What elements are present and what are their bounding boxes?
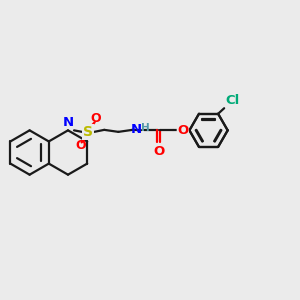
Text: H: H — [141, 123, 150, 133]
Text: O: O — [76, 140, 86, 152]
Text: O: O — [177, 124, 188, 137]
Text: O: O — [153, 145, 164, 158]
Text: O: O — [90, 112, 101, 125]
Text: S: S — [83, 125, 93, 140]
Text: N: N — [62, 116, 74, 129]
Text: N: N — [131, 123, 142, 136]
Text: Cl: Cl — [226, 94, 240, 107]
